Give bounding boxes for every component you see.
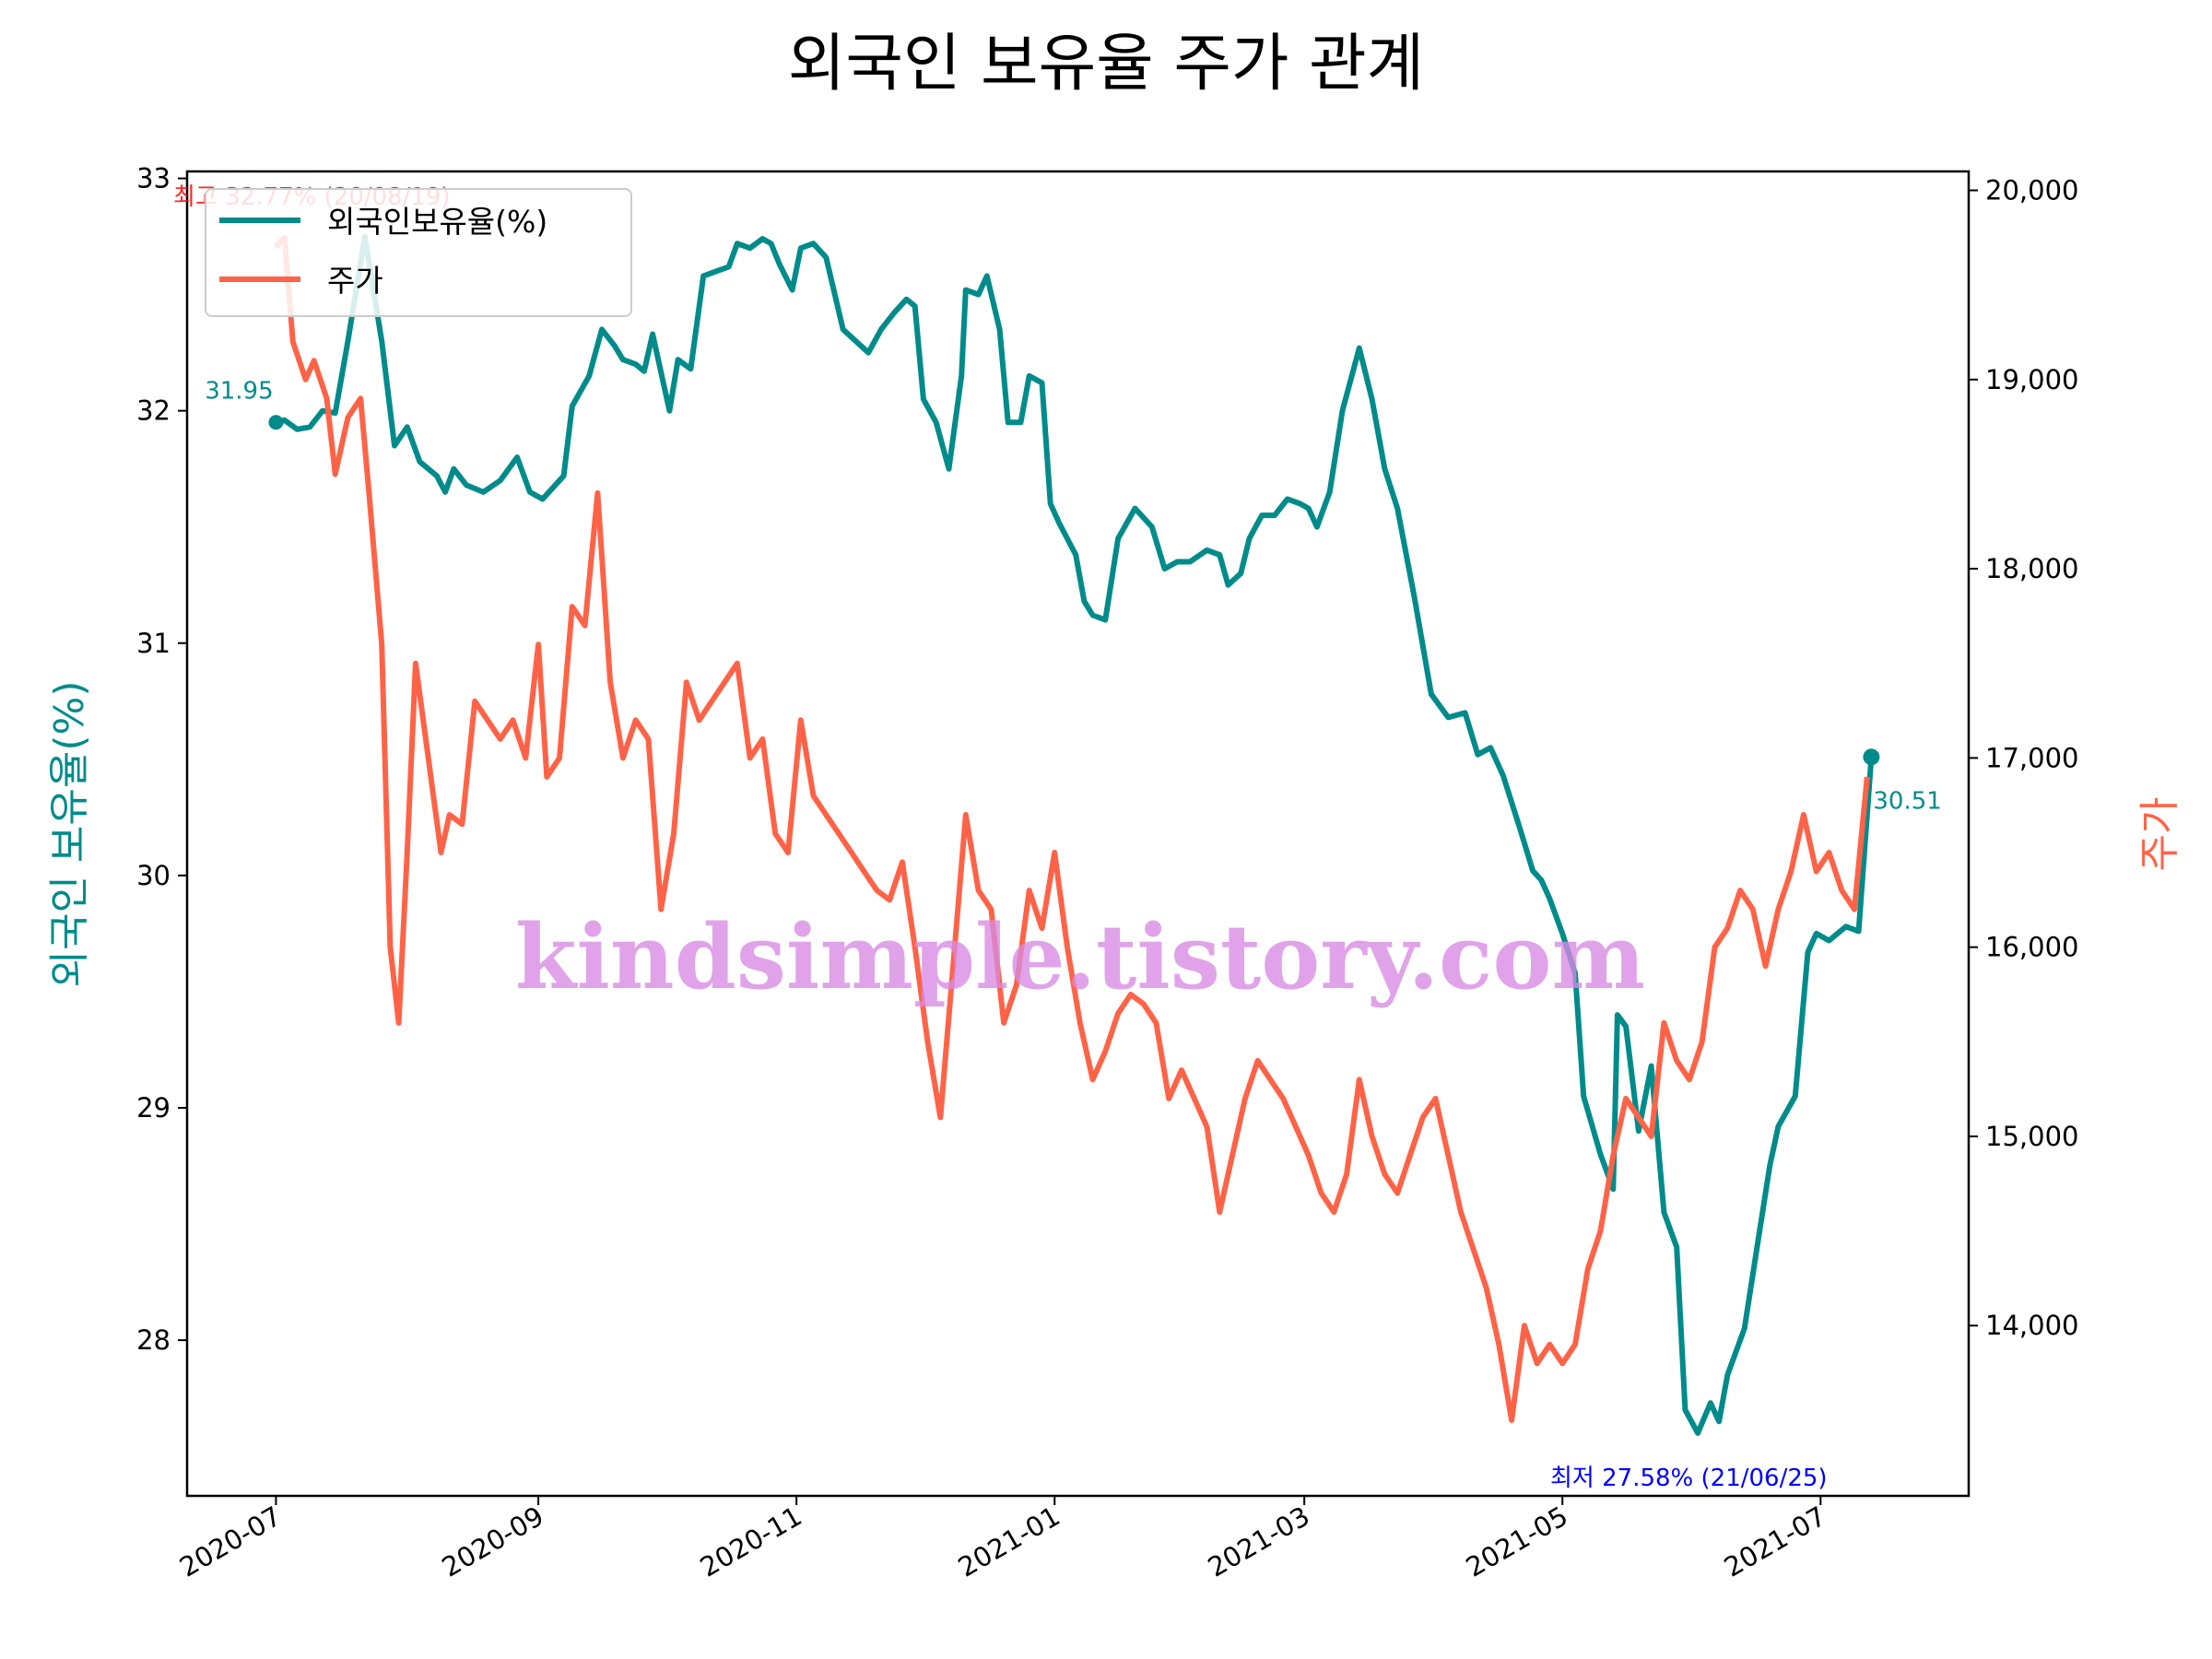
- y-left-tick-label: 30: [136, 860, 171, 891]
- chart-title: 외국인 보유율 주가 관계: [788, 28, 1424, 100]
- end-value-label: 30.51: [1873, 787, 1941, 815]
- y-right-tick-label: 18,000: [1985, 553, 2078, 584]
- y-right-tick-label: 15,000: [1985, 1121, 2078, 1152]
- y-axis-right: 14,000 15,000 16,000 17,000 18,000 19,000 20,0…: [1969, 175, 2078, 1341]
- plot-area: [185, 170, 1971, 1498]
- start-value-label: 31.95: [205, 377, 273, 405]
- y-left-tick-label: 29: [136, 1092, 171, 1124]
- y-right-tick-label: 16,000: [1985, 932, 2078, 963]
- legend-box: [205, 188, 632, 317]
- y-axis-left: 28 29 30 31 32 33: [136, 163, 187, 1356]
- watermark-text: kindsimple.tistory.com: [515, 905, 1645, 1009]
- y-right-tick-label: 14,000: [1985, 1310, 2078, 1341]
- y-left-tick-label: 33: [136, 163, 171, 194]
- series-line-stock-price: [274, 234, 1870, 1423]
- y-right-tick-label: 19,000: [1985, 364, 2078, 395]
- series-start-point: [268, 415, 284, 430]
- legend-label-price: 주가: [327, 263, 383, 299]
- legend: 외국인보유율(%) 주가: [205, 188, 632, 317]
- y-left-tick-label: 32: [136, 395, 171, 427]
- legend-label-foreign: 외국인보유율(%): [327, 204, 547, 240]
- y-axis-right-title: 주가: [2136, 797, 2183, 872]
- y-left-tick-label: 28: [136, 1324, 171, 1356]
- series-layer: 31.95 30.51: [205, 233, 1942, 1436]
- series-end-point: [1863, 748, 1880, 766]
- y-left-tick-label: 31: [136, 628, 171, 659]
- y-axis-left-title: 외국인 보유율(%): [46, 680, 93, 987]
- plot-frame: [185, 170, 1971, 1498]
- min-annotation: 최저 27.58% (21/06/25): [1550, 1465, 1828, 1492]
- y-right-tick-label: 17,000: [1985, 742, 2078, 773]
- y-right-tick-label: 20,000: [1985, 175, 2078, 206]
